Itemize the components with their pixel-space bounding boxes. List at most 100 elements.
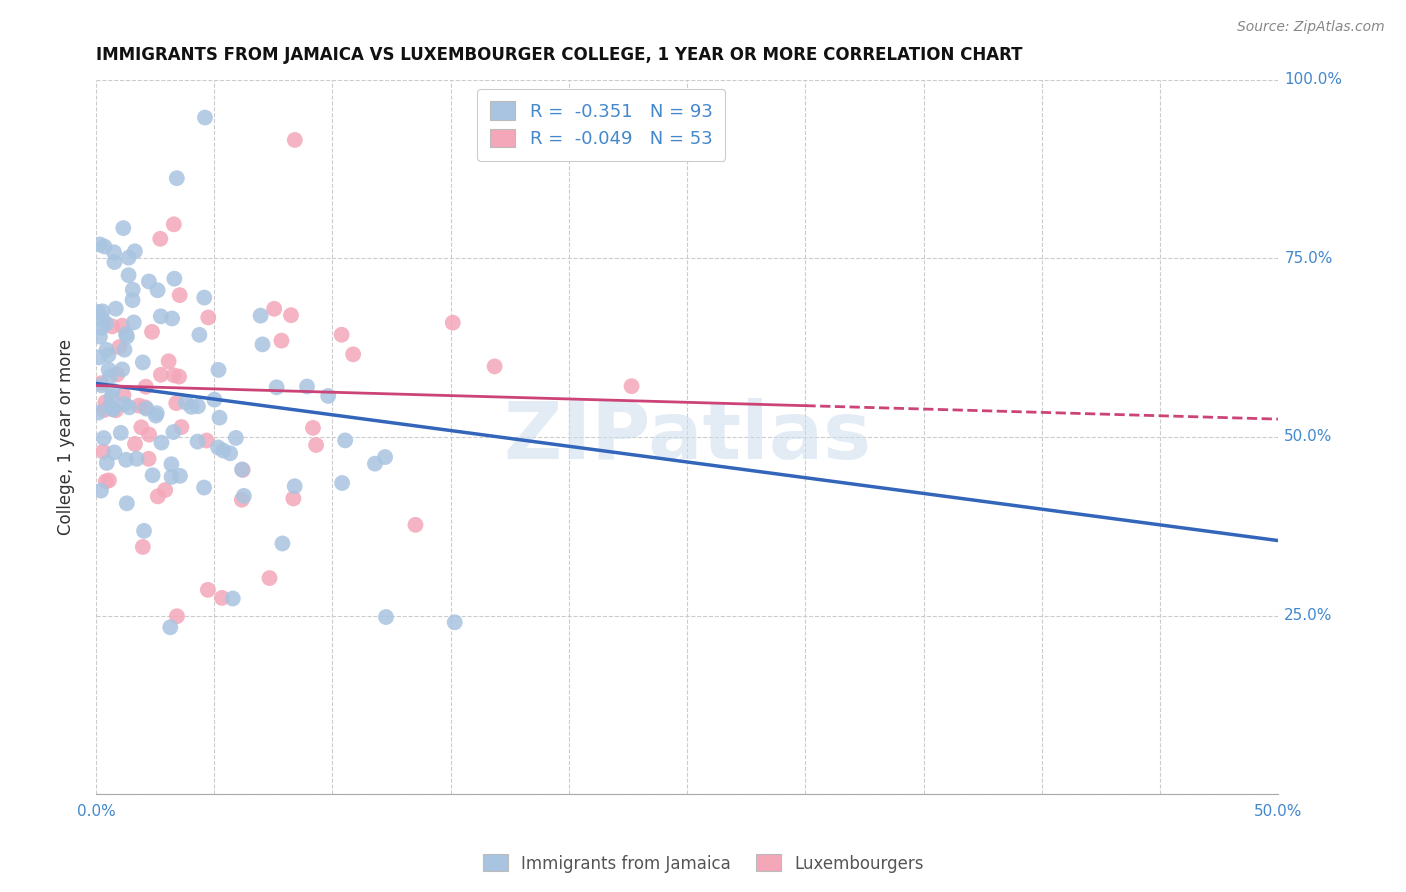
Point <box>121 283 143 297</box>
Point <box>266 380 288 394</box>
Point <box>101 402 124 417</box>
Point <box>149 232 172 246</box>
Point <box>103 445 125 459</box>
Point <box>232 489 254 503</box>
Point <box>153 483 176 497</box>
Point <box>166 609 188 624</box>
Point <box>404 517 426 532</box>
Point <box>166 171 188 186</box>
Point <box>170 420 193 434</box>
Point <box>163 217 186 231</box>
Point <box>212 443 235 458</box>
Point <box>87 406 110 420</box>
Point <box>187 434 209 449</box>
Point <box>89 329 111 343</box>
Point <box>98 474 121 488</box>
Point <box>207 363 229 377</box>
Point <box>169 288 191 302</box>
Point <box>225 431 247 445</box>
Point <box>93 239 115 253</box>
Point <box>195 434 218 448</box>
Point <box>87 305 110 319</box>
Y-axis label: College, 1 year or more: College, 1 year or more <box>58 339 75 535</box>
Point <box>114 397 136 411</box>
Point <box>160 457 183 471</box>
Point <box>104 403 127 417</box>
Point <box>112 221 135 235</box>
Point <box>124 437 146 451</box>
Point <box>103 245 125 260</box>
Point <box>157 354 180 368</box>
Point <box>180 400 202 414</box>
Text: 25.0%: 25.0% <box>1284 608 1333 624</box>
Point <box>270 334 292 348</box>
Point <box>101 384 124 398</box>
Point <box>193 291 215 305</box>
Point <box>112 388 135 402</box>
Point <box>90 483 112 498</box>
Point <box>146 283 169 297</box>
Point <box>160 470 183 484</box>
Point <box>115 496 138 510</box>
Point <box>138 275 160 289</box>
Point <box>135 401 157 416</box>
Point <box>94 475 117 489</box>
Point <box>364 457 387 471</box>
Point <box>104 301 127 316</box>
Point <box>150 435 173 450</box>
Point <box>96 317 118 331</box>
Text: IMMIGRANTS FROM JAMAICA VS LUXEMBOURGER COLLEGE, 1 YEAR OR MORE CORRELATION CHAR: IMMIGRANTS FROM JAMAICA VS LUXEMBOURGER … <box>96 46 1022 64</box>
Point <box>167 369 190 384</box>
Point <box>115 327 138 342</box>
Point <box>132 524 155 538</box>
Point <box>211 591 233 605</box>
Point <box>128 399 150 413</box>
Point <box>132 540 155 554</box>
Point <box>207 441 229 455</box>
Point <box>146 406 169 420</box>
Point <box>231 492 253 507</box>
Point <box>121 293 143 307</box>
Point <box>149 368 172 382</box>
Point <box>96 456 118 470</box>
Point <box>111 362 134 376</box>
Point <box>263 301 285 316</box>
Point <box>222 591 245 606</box>
Point <box>333 434 356 448</box>
Point <box>193 481 215 495</box>
Point <box>131 420 153 434</box>
Point <box>441 316 464 330</box>
Point <box>125 451 148 466</box>
Point <box>252 337 274 351</box>
Point <box>330 475 353 490</box>
Point <box>115 329 138 343</box>
Point <box>271 536 294 550</box>
Point <box>93 431 115 445</box>
Point <box>110 425 132 440</box>
Point <box>91 312 114 326</box>
Point <box>160 311 183 326</box>
Point <box>374 450 396 464</box>
Text: 75.0%: 75.0% <box>1284 251 1333 266</box>
Point <box>163 271 186 285</box>
Point <box>117 251 139 265</box>
Point <box>280 308 302 322</box>
Point <box>163 368 186 383</box>
Point <box>103 255 125 269</box>
Point <box>197 310 219 325</box>
Legend: Immigrants from Jamaica, Luxembourgers: Immigrants from Jamaica, Luxembourgers <box>475 847 931 880</box>
Point <box>194 111 217 125</box>
Legend: R =  -0.351   N = 93, R =  -0.049   N = 53: R = -0.351 N = 93, R = -0.049 N = 53 <box>478 88 725 161</box>
Point <box>159 620 181 634</box>
Point <box>91 444 114 458</box>
Point <box>249 309 271 323</box>
Text: ZIPatlas: ZIPatlas <box>503 398 872 476</box>
Point <box>114 343 136 357</box>
Point <box>284 133 307 147</box>
Point <box>138 427 160 442</box>
Point <box>98 369 121 384</box>
Point <box>283 491 305 506</box>
Point <box>132 355 155 369</box>
Point <box>232 463 254 477</box>
Point <box>141 325 163 339</box>
